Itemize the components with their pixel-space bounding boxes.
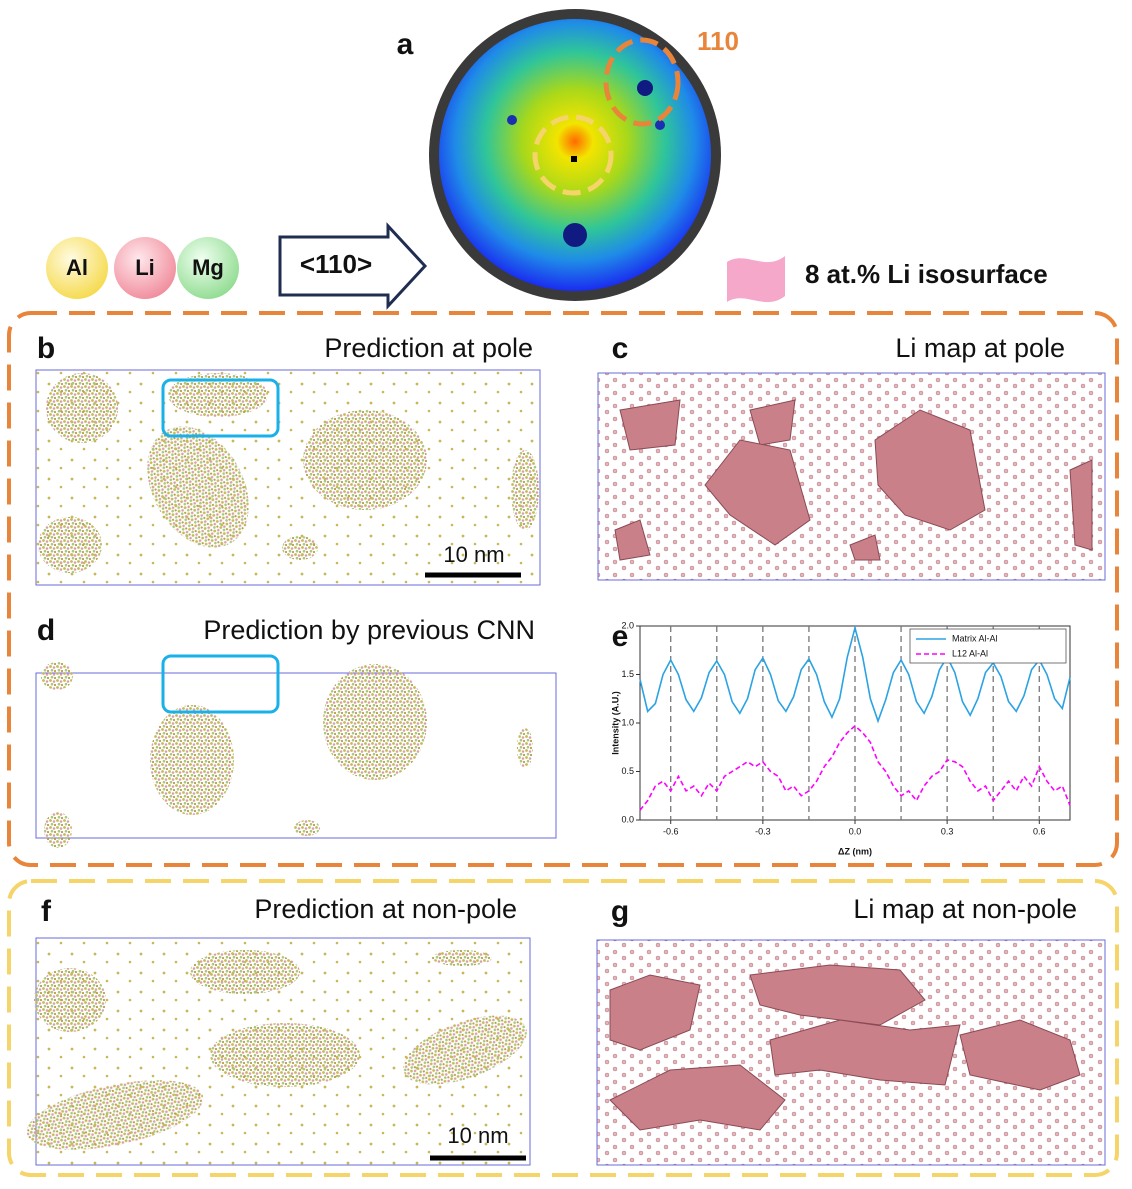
panel-label: e bbox=[612, 620, 629, 653]
x-tick-label: -0.3 bbox=[755, 826, 771, 836]
pole-circle bbox=[603, 37, 681, 127]
isosurface-icon bbox=[727, 256, 785, 303]
element-label: Al bbox=[66, 255, 88, 280]
y-tick-label: 0.0 bbox=[621, 814, 634, 824]
panel-label: b bbox=[37, 332, 55, 365]
pole-label: 110 bbox=[697, 26, 739, 56]
legend-label: L12 Al-Al bbox=[952, 648, 988, 658]
panel-title: Prediction by previous CNN bbox=[203, 615, 535, 645]
reconstruction-f bbox=[26, 937, 531, 1166]
series-line bbox=[639, 724, 1071, 811]
li-map-g bbox=[596, 939, 1106, 1166]
y-tick-label: 1.0 bbox=[621, 717, 634, 727]
pole-frame bbox=[7, 311, 1119, 867]
panel-label: g bbox=[611, 895, 629, 928]
pole-spot bbox=[637, 80, 653, 96]
panel-title: Li map at non-pole bbox=[853, 894, 1077, 924]
panel-label: f bbox=[41, 895, 52, 928]
reconstruction-b bbox=[35, 369, 541, 586]
scale-bar-label: 10 nm bbox=[443, 542, 504, 567]
panel-label: d bbox=[37, 614, 55, 647]
x-tick-label: -0.6 bbox=[663, 826, 679, 836]
center-circle bbox=[532, 114, 614, 196]
panel-title: Prediction at non-pole bbox=[254, 894, 517, 924]
li-map-c bbox=[597, 372, 1106, 581]
x-axis-label: ΔZ (nm) bbox=[838, 846, 872, 856]
legend-label: Matrix Al-Al bbox=[952, 633, 998, 643]
element-label: Li bbox=[135, 255, 155, 280]
panel-label: a bbox=[397, 28, 414, 61]
element-label: Mg bbox=[192, 255, 224, 280]
atom-icon bbox=[46, 237, 108, 299]
pole-spot bbox=[655, 120, 665, 130]
center-mark bbox=[571, 156, 577, 162]
atom-icon bbox=[177, 237, 239, 299]
pair-correlation-chart: -0.6 -0.3 0.0 0.3 0.6 0.0 0.5 1.0 1.5 2.0 ΔZ (nm) I… bbox=[610, 620, 1071, 856]
pole-spot bbox=[507, 115, 517, 125]
series-line bbox=[639, 624, 1071, 724]
panel-label: c bbox=[612, 332, 629, 365]
x-tick-label: 0.3 bbox=[941, 826, 954, 836]
y-tick-label: 2.0 bbox=[621, 620, 634, 630]
y-tick-label: 0.5 bbox=[621, 766, 634, 776]
panel-title: Li map at pole bbox=[895, 333, 1065, 363]
y-axis-label: Intensity (A.U.) bbox=[610, 691, 620, 755]
scale-bar-label: 10 nm bbox=[447, 1123, 508, 1148]
atom-icon bbox=[114, 237, 176, 299]
direction-arrow bbox=[278, 222, 428, 310]
reconstruction-d bbox=[35, 654, 557, 848]
non-pole-frame bbox=[7, 879, 1119, 1177]
x-tick-label: 0.6 bbox=[1033, 826, 1046, 836]
y-tick-label: 1.5 bbox=[621, 669, 634, 679]
direction-label: <110> bbox=[300, 249, 372, 279]
pole-spot bbox=[563, 223, 587, 247]
panel-title: Prediction at pole bbox=[324, 333, 533, 363]
legend-box bbox=[909, 628, 1067, 664]
isosurface-label: 8 at.% Li isosurface bbox=[805, 259, 1048, 289]
x-tick-label: 0.0 bbox=[849, 826, 862, 836]
